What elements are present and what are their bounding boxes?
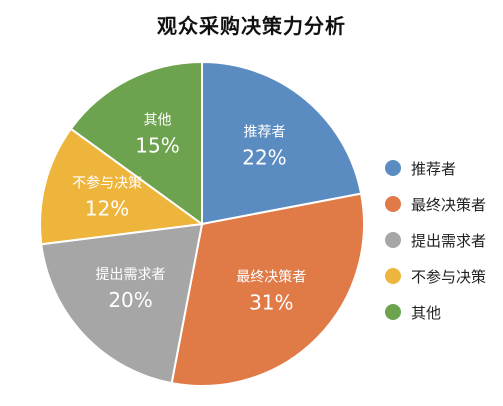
- slice-category-label: 不参与决策: [72, 175, 142, 192]
- slice-value-label: 20%: [108, 288, 152, 312]
- pie-slice-2: [170, 192, 365, 387]
- pie-slice-4: [39, 127, 205, 246]
- legend-label: 不参与决策: [411, 267, 487, 286]
- legend-swatch: [385, 196, 401, 212]
- legend-item: 不参与决策: [385, 258, 486, 294]
- slice-value-label: 22%: [242, 145, 286, 169]
- pie-slice-3: [40, 222, 204, 385]
- legend-label: 其他: [411, 303, 442, 322]
- slice-category-label: 推荐者: [243, 124, 285, 140]
- legend-item: 其他: [385, 294, 486, 330]
- pie-slice-5: [69, 60, 203, 226]
- legend-item: 推荐者: [385, 150, 486, 186]
- legend-label: 最终决策者: [411, 195, 487, 214]
- legend-swatch: [385, 304, 401, 320]
- slice-value-label: 31%: [249, 290, 293, 314]
- legend-swatch: [385, 268, 401, 284]
- slice-value-label: 15%: [135, 134, 179, 158]
- chart-title: 观众采购决策力分析: [157, 14, 346, 38]
- legend-swatch: [385, 232, 401, 248]
- slice-value-label: 12%: [85, 197, 129, 221]
- pie-slice-1: [201, 60, 363, 226]
- chart-legend: 推荐者最终决策者提出需求者不参与决策其他: [385, 150, 486, 330]
- slice-category-label: 最终决策者: [236, 268, 306, 285]
- pie-slices: [39, 60, 365, 387]
- pie-slice-labels: 推荐者 22% 最终决策者 31% 提出需求者 20% 不参与决策 12% 其他 15%: [72, 113, 306, 315]
- legend-label: 推荐者: [411, 159, 457, 178]
- legend-item: 提出需求者: [385, 222, 486, 258]
- legend-item: 最终决策者: [385, 186, 486, 222]
- slice-category-label: 提出需求者: [96, 267, 166, 283]
- slice-category-label: 其他: [144, 113, 172, 129]
- legend-swatch: [385, 160, 401, 176]
- legend-label: 提出需求者: [411, 231, 487, 250]
